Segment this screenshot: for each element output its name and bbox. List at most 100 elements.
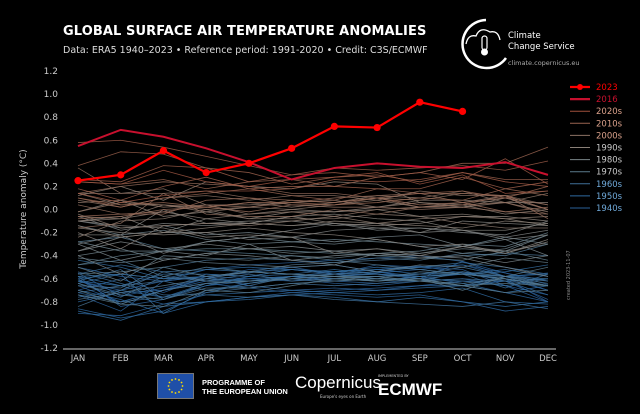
y-tick-label: -1.2 [40,344,58,354]
y-tick-label: -0.6 [40,275,58,285]
series-line-2016 [77,128,549,181]
eu-line2: THE EUROPEAN UNION [202,387,288,396]
x-tick-label: NOV [496,354,515,364]
legend-marker [577,84,583,90]
legend-item-2020s: 2020s [570,107,623,117]
year-line-1997 [77,199,548,222]
copernicus-tagline: Europe's eyes on Earth [320,394,367,399]
year-line-2012 [77,192,549,217]
eu-star-icon [180,388,183,391]
eu-star-icon [174,378,177,380]
eu-star-icon [178,391,180,393]
eu-star-icon [168,388,171,391]
eu-star-icon [174,392,177,394]
year-line-1982 [77,234,549,261]
eu-star-icon [181,385,184,387]
y-tick-label: -1.0 [40,321,58,331]
legend-label: 2000s [596,131,623,141]
y-tick-label: -0.2 [40,229,58,239]
y-tick-label: 1.2 [44,67,58,77]
point-2023-JUL [330,122,338,130]
point-2023-APR [202,168,210,177]
year-line-1996 [77,220,549,238]
x-tick-label: SEP [412,354,428,364]
legend-item-1990s: 1990s [570,144,623,154]
year-line-2011 [77,197,549,220]
point-2023-JAN [74,177,82,185]
copernicus-logo: Copernicus [295,373,381,392]
y-tick-label: 0.8 [44,113,59,123]
x-tick-label: JAN [70,354,86,364]
ecmwf-logo: ECMWF [378,380,443,399]
y-tick-label: 1.0 [44,90,59,100]
point-2023-MAR [159,147,168,155]
legend-item-2010s: 2010s [570,119,623,129]
year-line-1985 [77,252,549,275]
year-line-1946 [77,276,549,300]
legend-label: 1990s [596,144,623,154]
x-tick-label: JUL [327,354,342,364]
year-line-2021 [77,172,549,203]
eu-star-icon [180,381,183,384]
x-axis-ticks: JAN FEB MAR APR MAY JUN JUL AUG SEP OCT NOV DEC [70,354,557,364]
year-line-1956 [77,294,549,321]
legend-item-1940s: 1940s [570,204,623,214]
y-tick-label: -0.4 [40,252,58,262]
eu-flag-icon [157,373,194,399]
year-line-1968 [77,271,549,307]
year-line-2001 [77,197,549,220]
legend-item-1980s: 1980s [570,156,623,166]
highlight-lines [74,98,549,185]
legend-label: 1980s [596,156,623,166]
y-tick-label: 0.4 [44,159,59,169]
legend-item-1950s: 1950s [570,192,623,202]
legend-item-2023: 2023 [570,83,618,93]
year-line-2014 [77,186,549,208]
legend-label: 1970s [596,168,623,178]
legend-label: 2023 [596,83,618,93]
year-line-1993 [77,227,549,254]
c3s-logo-text: Climate Change Service [508,31,575,53]
year-line-2017 [77,151,548,185]
year-line-1951 [77,264,549,319]
eu-star-icon [171,379,173,381]
year-line-1974 [77,276,549,305]
legend-label: 2016 [596,95,618,105]
year-line-1975 [77,266,549,294]
legend-label: 1960s [596,180,623,190]
legend-item-2000s: 2000s [570,131,623,141]
legend-item-1970s: 1970s [570,168,623,178]
point-2023-MAY [245,159,253,167]
eu-star-icon [168,381,171,384]
point-2023-SEP [416,98,424,106]
legend-label: 1950s [596,192,623,202]
eu-star-icon [171,391,173,393]
x-tick-label: OCT [454,354,473,364]
x-tick-label: FEB [113,354,129,364]
point-2023-FEB [117,171,125,179]
implemented-by-label: IMPLEMENTED BY [378,374,409,378]
c3s-line2: Change Service [508,42,575,52]
year-line-1976 [77,266,549,307]
chart-subtitle: Data: ERA5 1940–2023 • Reference period:… [63,45,428,56]
legend: 2023 2016 2020s 2010s 2000s 1990s 1980s 1970s 19… [570,83,623,214]
x-tick-label: MAY [240,354,258,364]
legend-label: 2020s [596,107,623,117]
year-line-1984 [77,243,549,277]
legend-item-2016: 2016 [570,95,618,105]
year-line-2010 [77,181,549,220]
point-2023-AUG [373,123,381,132]
y-tick-label: -0.8 [40,298,58,308]
eu-programme-text: PROGRAMME OF THE EUROPEAN UNION [202,378,288,396]
point-2023-OCT [458,107,467,115]
x-tick-label: APR [198,354,215,364]
c3s-url[interactable]: climate.copernicus.eu [508,59,580,67]
year-line-2015 [77,146,549,190]
year-line-1963 [77,262,549,300]
y-tick-label: 0.2 [44,182,58,192]
chart-title: GLOBAL SURFACE AIR TEMPERATURE ANOMALIES [63,24,427,39]
year-line-1981 [77,225,549,254]
x-tick-label: DEC [539,354,557,364]
year-line-2007 [77,167,549,215]
y-axis-ticks: 1.2 1.0 0.8 0.6 0.4 0.2 0.0 -0.2 -0.4 -0.6 -0.8 -1.… [40,67,58,354]
